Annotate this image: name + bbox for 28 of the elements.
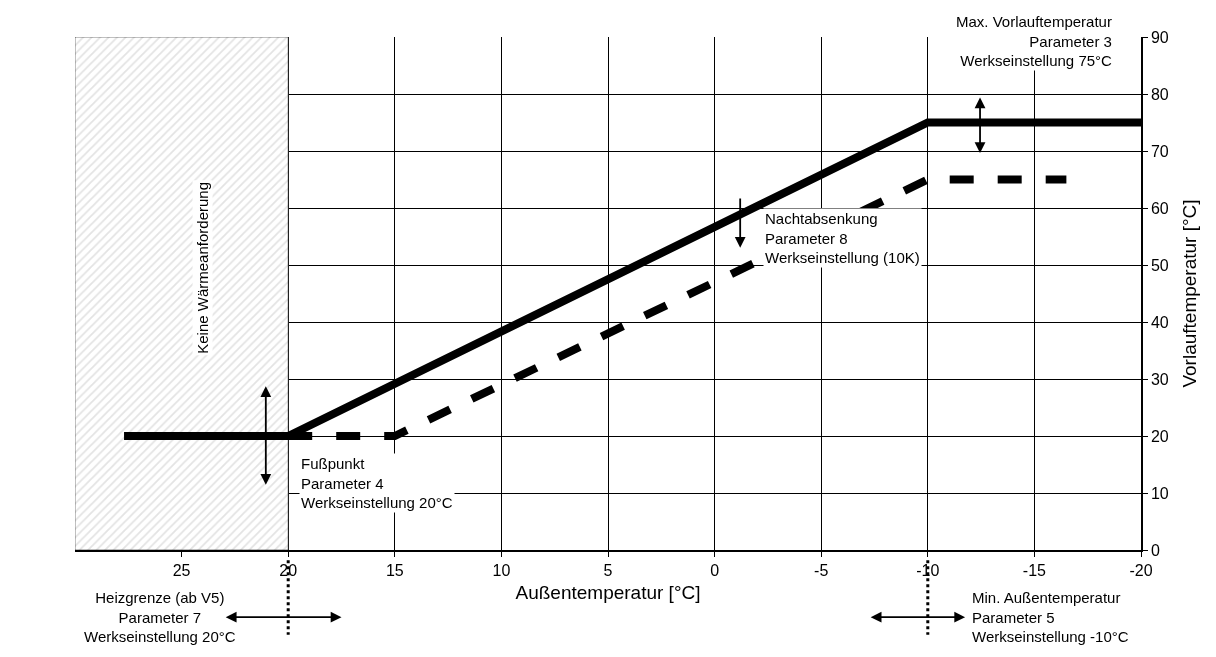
y-tick-label: 40 bbox=[1150, 313, 1169, 331]
x-tick-label: -15 bbox=[1022, 561, 1047, 579]
x-tick-label: 15 bbox=[385, 561, 404, 579]
x-tick-label: 20 bbox=[279, 561, 298, 579]
y-tick-label: 70 bbox=[1150, 142, 1169, 160]
y-tick-label: 60 bbox=[1150, 199, 1169, 217]
x-tick-label: -5 bbox=[814, 561, 829, 579]
annotation: Nachtabsenkung Parameter 8 Werkseinstellung (10K) bbox=[765, 210, 920, 266]
x-tick-label: -20 bbox=[1129, 561, 1153, 579]
x-tick-label: 0 bbox=[710, 561, 720, 579]
y-tick-label: 30 bbox=[1150, 370, 1169, 388]
y-axis-title: Vorlauftemperatur [°C] bbox=[1179, 199, 1201, 388]
x-tick-label: 10 bbox=[492, 561, 511, 579]
x-tick-label: -10 bbox=[916, 561, 940, 579]
y-tick-label: 50 bbox=[1150, 256, 1169, 274]
x-tick-label: 5 bbox=[603, 561, 613, 579]
y-tick-label: 80 bbox=[1150, 85, 1169, 103]
text: Heizgrenze (ab V5) Parameter 7 Werkseinstellung 20°C bbox=[84, 589, 236, 645]
band-label: Keine Wärmeanforderung bbox=[194, 182, 212, 354]
y-tick-label: 0 bbox=[1150, 541, 1160, 559]
annotation: Max. Vorlauftemperatur Parameter 3 Werkseinstellung 75°C bbox=[956, 13, 1113, 69]
y-tick-label: 20 bbox=[1150, 427, 1169, 445]
y-tick-label: 10 bbox=[1150, 484, 1169, 502]
annotation: Fußpunkt Parameter 4 Werkseinstellung 20°C bbox=[301, 455, 453, 511]
text: Min. Außentemperatur Parameter 5 Werkseinstellung -10°C bbox=[972, 589, 1129, 645]
x-axis-title: Außentemperatur [°C] bbox=[515, 582, 701, 604]
x-tick-label: 25 bbox=[172, 561, 191, 579]
y-tick-label: 90 bbox=[1150, 28, 1169, 46]
